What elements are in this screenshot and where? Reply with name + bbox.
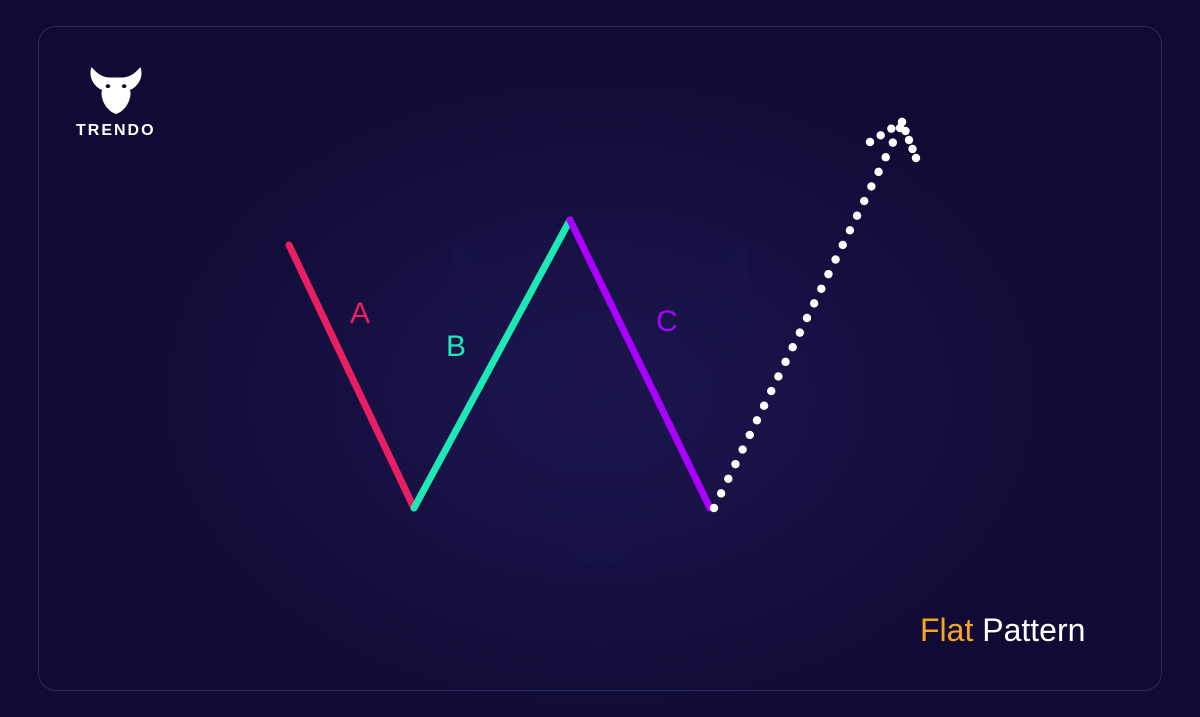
brand-logo: TRENDO xyxy=(76,66,156,140)
wave-b-label: B xyxy=(446,330,466,364)
wave-a-label: A xyxy=(350,297,370,331)
diagram-canvas: TRENDO A B C Flat Pattern xyxy=(0,0,1200,717)
pattern-title: Flat Pattern xyxy=(920,612,1085,649)
title-rest: Pattern xyxy=(973,612,1085,648)
bull-icon xyxy=(87,66,145,114)
brand-name: TRENDO xyxy=(76,122,156,140)
wave-c-label: C xyxy=(656,305,678,339)
frame-border xyxy=(38,26,1162,691)
title-accent: Flat xyxy=(920,612,973,648)
